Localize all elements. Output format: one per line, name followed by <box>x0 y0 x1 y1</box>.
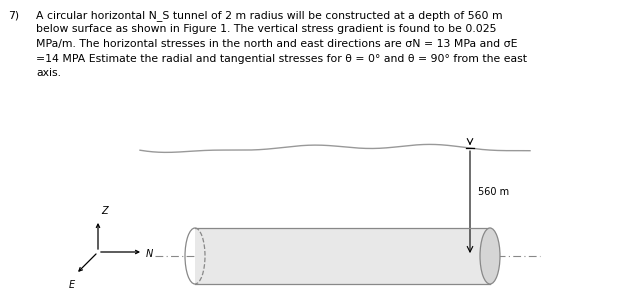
Text: 560 m: 560 m <box>478 187 509 197</box>
Bar <box>195 228 490 284</box>
Text: A circular horizontal N_S tunnel of 2 m radius will be constructed at a depth of: A circular horizontal N_S tunnel of 2 m … <box>36 10 503 21</box>
Text: =14 MPA Estimate the radial and tangential stresses for θ = 0° and θ = 90° from : =14 MPA Estimate the radial and tangenti… <box>36 54 527 63</box>
Text: below surface as shown in Figure 1. The vertical stress gradient is found to be : below surface as shown in Figure 1. The … <box>36 25 496 34</box>
Text: Z: Z <box>101 206 108 216</box>
Text: axis.: axis. <box>36 68 61 78</box>
Text: MPa/m. The horizontal stresses in the north and east directions are σN = 13 MPa : MPa/m. The horizontal stresses in the no… <box>36 39 517 49</box>
Text: 7): 7) <box>8 10 19 20</box>
Text: E: E <box>69 280 75 290</box>
Ellipse shape <box>480 228 500 284</box>
Text: N: N <box>146 249 153 259</box>
